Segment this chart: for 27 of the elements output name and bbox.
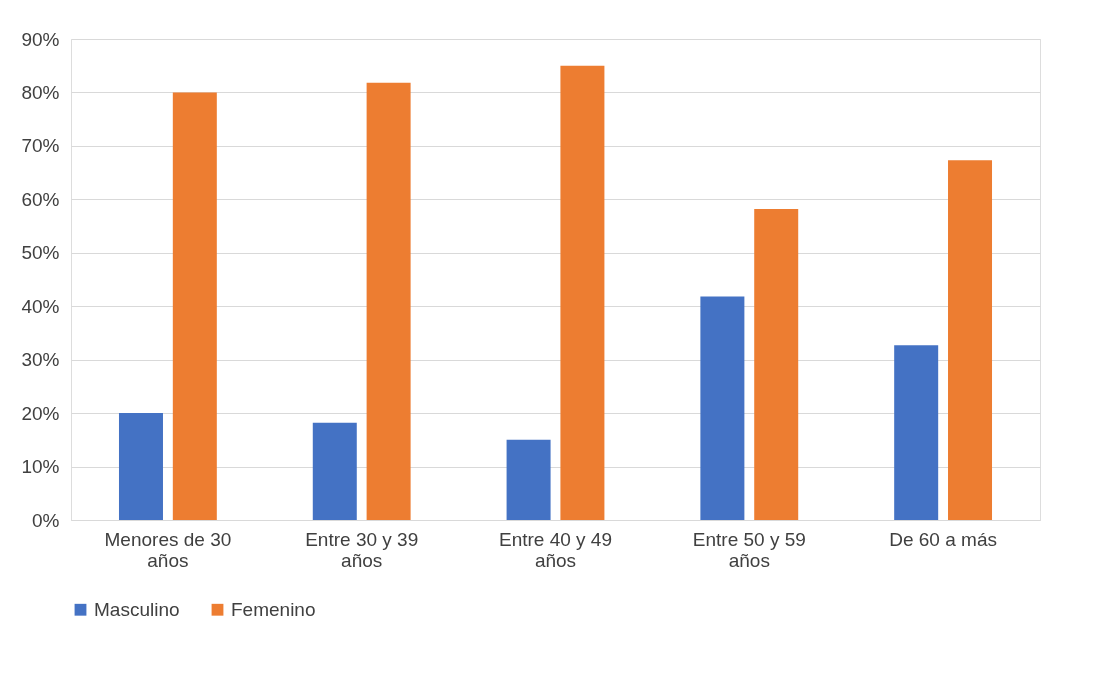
y-tick-label: 70% <box>21 135 60 157</box>
legend-label: Masculino <box>94 598 180 620</box>
bar <box>948 160 993 520</box>
bar <box>560 65 605 520</box>
y-tick-label: 80% <box>21 81 60 103</box>
bar <box>172 92 217 520</box>
y-tick-label: 50% <box>21 242 60 264</box>
y-tick-label: 40% <box>21 295 60 317</box>
y-tick-label: 60% <box>21 188 60 210</box>
y-tick-label: 30% <box>21 349 60 371</box>
y-tick-label: 10% <box>21 456 60 478</box>
bar <box>312 422 357 520</box>
y-tick-label: 90% <box>21 28 60 50</box>
legend-label: Femenino <box>231 598 316 620</box>
x-tick-label: Menores de 30 años <box>104 528 232 571</box>
bar <box>754 208 799 520</box>
bar <box>118 413 163 520</box>
bar <box>894 345 939 520</box>
bar <box>506 439 551 520</box>
y-tick-label: 20% <box>21 402 60 424</box>
bar <box>700 296 745 520</box>
x-tick-label: Entre 50 y 59 años <box>692 528 806 571</box>
bar <box>366 82 411 520</box>
y-tick-label: 0% <box>32 509 60 531</box>
x-tick-label: Entre 30 y 39 años <box>305 528 419 571</box>
x-tick-label: Entre 40 y 49 años <box>498 528 613 571</box>
x-tick-label: De 60 a más <box>889 528 997 550</box>
